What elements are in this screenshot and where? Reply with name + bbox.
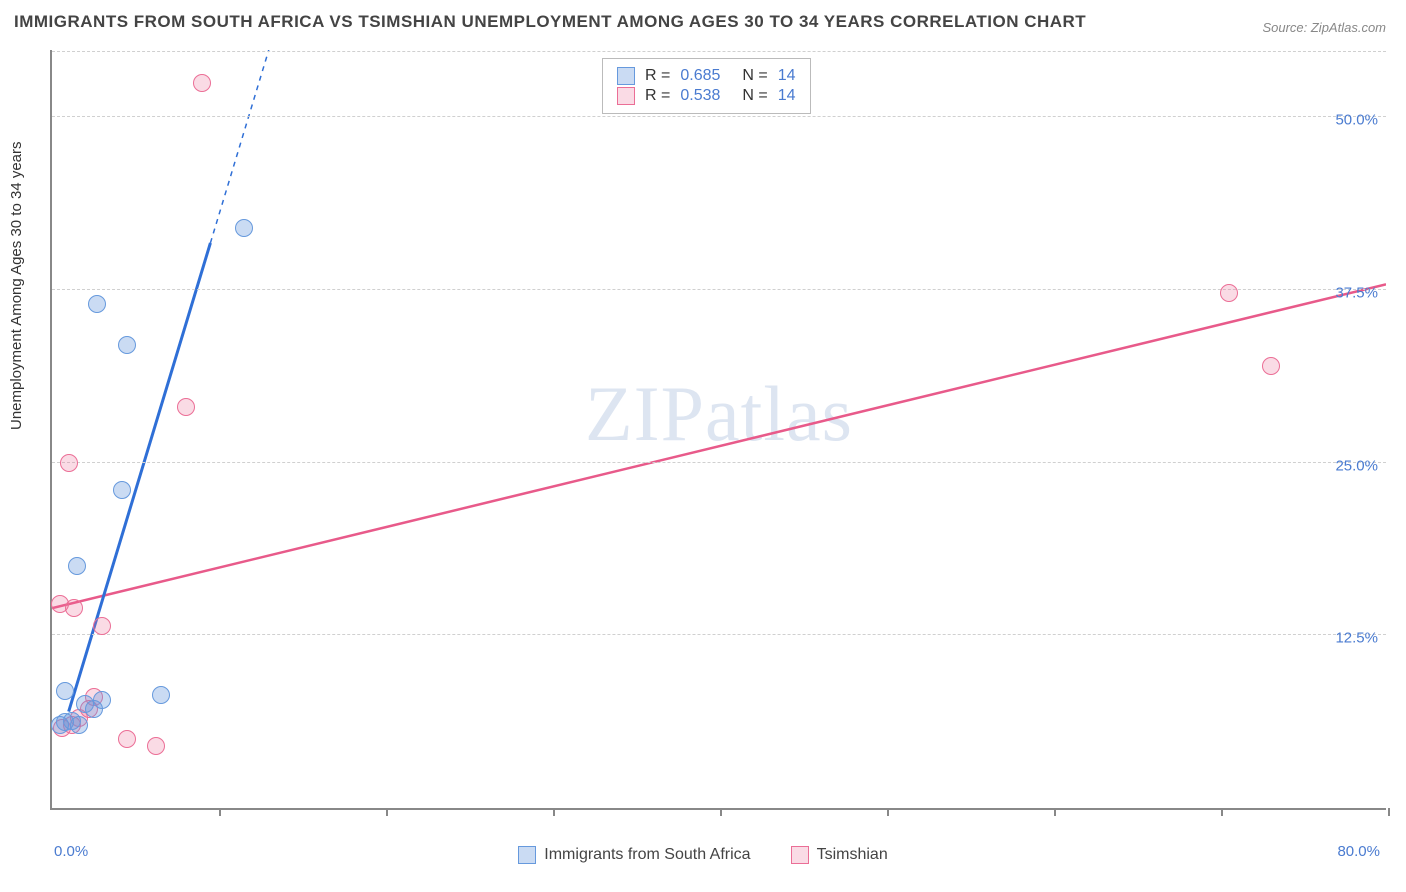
legend-row-blue: R = 0.685 N = 14 (617, 67, 796, 85)
swatch-pink-icon (791, 846, 809, 864)
x-tick (386, 808, 388, 816)
data-point (70, 716, 88, 734)
legend-label-pink: Tsimshian (817, 846, 888, 864)
data-point (51, 595, 69, 613)
x-tick (720, 808, 722, 816)
source-attribution: Source: ZipAtlas.com (1262, 20, 1386, 35)
legend-n-label: N = (742, 87, 767, 105)
y-tick-label: 12.5% (1335, 630, 1378, 647)
x-tick (1388, 808, 1390, 816)
swatch-blue-icon (518, 846, 536, 864)
chart-title: IMMIGRANTS FROM SOUTH AFRICA VS TSIMSHIA… (14, 12, 1086, 32)
data-point (235, 219, 253, 237)
swatch-pink-icon (617, 87, 635, 105)
legend-r-blue: 0.685 (680, 67, 720, 85)
gridline (52, 289, 1386, 290)
data-point (152, 686, 170, 704)
legend-label-blue: Immigrants from South Africa (544, 846, 750, 864)
gridline (52, 51, 1386, 52)
x-tick (887, 808, 889, 816)
data-point (118, 730, 136, 748)
legend-n-blue: 14 (778, 67, 796, 85)
legend-r-label: R = (645, 67, 670, 85)
data-point (56, 682, 74, 700)
data-point (118, 336, 136, 354)
legend-n-pink: 14 (778, 87, 796, 105)
data-point (147, 737, 165, 755)
correlation-legend: R = 0.685 N = 14 R = 0.538 N = 14 (602, 58, 811, 114)
y-tick-label: 37.5% (1335, 284, 1378, 301)
legend-item-pink: Tsimshian (791, 846, 888, 864)
y-tick-label: 50.0% (1335, 112, 1378, 129)
data-point (1262, 357, 1280, 375)
data-point (113, 481, 131, 499)
data-point (193, 74, 211, 92)
watermark: ZIPatlas (585, 369, 853, 459)
data-point (1220, 284, 1238, 302)
legend-n-label: N = (742, 67, 767, 85)
data-point (88, 295, 106, 313)
legend-item-blue: Immigrants from South Africa (518, 846, 750, 864)
trendlines (52, 50, 1386, 808)
series-legend: Immigrants from South Africa Tsimshian (0, 846, 1406, 864)
data-point (68, 557, 86, 575)
data-point (177, 398, 195, 416)
gridline (52, 634, 1386, 635)
x-tick (553, 808, 555, 816)
data-point (93, 691, 111, 709)
plot-area: ZIPatlas R = 0.685 N = 14 R = 0.538 N = … (50, 50, 1386, 810)
x-tick (1221, 808, 1223, 816)
legend-row-pink: R = 0.538 N = 14 (617, 87, 796, 105)
gridline (52, 116, 1386, 117)
y-axis-label: Unemployment Among Ages 30 to 34 years (8, 141, 25, 430)
x-tick (219, 808, 221, 816)
data-point (93, 617, 111, 635)
data-point (60, 454, 78, 472)
x-tick (1054, 808, 1056, 816)
swatch-blue-icon (617, 67, 635, 85)
y-tick-label: 25.0% (1335, 457, 1378, 474)
legend-r-label: R = (645, 87, 670, 105)
legend-r-pink: 0.538 (680, 87, 720, 105)
gridline (52, 462, 1386, 463)
